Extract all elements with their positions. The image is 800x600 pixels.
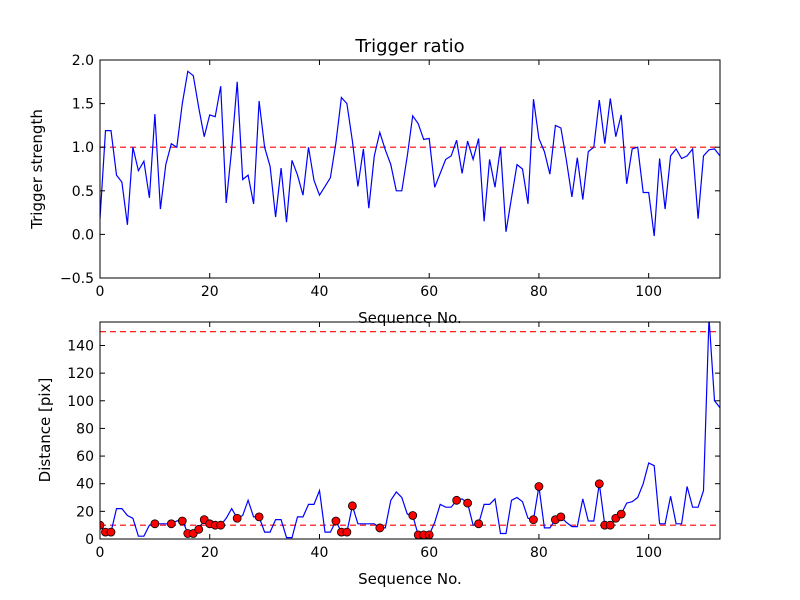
data-point [347, 501, 357, 511]
x-axis-label: Sequence No. [358, 309, 462, 327]
chart-title: Trigger ratio [354, 36, 464, 57]
x-tick-label: 20 [201, 284, 219, 300]
data-point [452, 495, 462, 505]
plot-frame [99, 321, 721, 540]
data-point [605, 520, 615, 530]
y-tick-label: 100 [67, 394, 94, 410]
x-tick-label: 20 [201, 545, 219, 561]
series-layer [100, 322, 720, 539]
x-tick-label: 100 [635, 284, 662, 300]
y-tick-label: 120 [67, 366, 94, 382]
y-ticks: 0 20 40 60 80 100 120 140 [67, 338, 720, 548]
data-point [100, 520, 105, 530]
data-point [375, 523, 385, 533]
x-ticks: 0 20 40 60 80 100 [96, 60, 662, 300]
y-tick-label: 0.0 [72, 227, 94, 243]
distance-chart: 0 20 40 60 80 100 0 20 40 60 80 100 120 140 Sequence… [36, 321, 721, 588]
x-tick-label: 60 [420, 284, 438, 300]
y-tick-label: 80 [76, 421, 94, 437]
y-axis-label: Trigger strength [28, 109, 46, 230]
y-tick-label: 1.5 [72, 97, 94, 113]
data-point [106, 527, 116, 537]
y-tick-label: 20 [76, 504, 94, 520]
data-point [331, 516, 341, 526]
x-tick-label: 40 [311, 545, 329, 561]
data-point [232, 513, 242, 523]
data-point [594, 479, 604, 489]
x-ticks: 0 20 40 60 80 100 [96, 322, 662, 561]
y-tick-label: 0.5 [72, 184, 94, 200]
data-point [534, 482, 544, 491]
x-tick-label: 0 [96, 545, 105, 561]
y-axis-label: Distance [pix] [36, 378, 54, 483]
y-ticks: −0.5 0.0 0.5 1.0 1.5 2.0 [60, 53, 720, 287]
trigger-ratio-chart: Trigger ratio 0 20 40 60 80 100 −0.5 0.0 0.5 1.0… [28, 36, 721, 327]
x-axis-label: Sequence No. [358, 570, 462, 588]
data-point [556, 512, 566, 522]
x-tick-label: 60 [420, 545, 438, 561]
y-tick-label: 2.0 [72, 53, 94, 69]
x-tick-label: 0 [96, 284, 105, 300]
plot-frame [99, 59, 721, 279]
threshold-lines [100, 331, 720, 526]
y-tick-label: 140 [67, 338, 94, 354]
y-tick-label: 40 [76, 477, 94, 493]
y-tick-label: 60 [76, 449, 94, 465]
data-point [194, 524, 204, 534]
data-point [254, 512, 264, 522]
y-tick-label: −0.5 [60, 271, 94, 287]
data-point [150, 519, 160, 529]
series-layer [100, 70, 720, 237]
data-point [463, 498, 473, 508]
data-point [216, 520, 226, 530]
data-point [408, 511, 418, 520]
x-tick-label: 100 [635, 545, 662, 561]
x-tick-label: 80 [530, 284, 548, 300]
data-point [177, 516, 187, 526]
x-tick-label: 80 [530, 545, 548, 561]
data-point [166, 519, 176, 529]
x-tick-label: 40 [311, 284, 329, 300]
y-tick-label: 1.0 [72, 140, 94, 156]
series-line-0 [100, 70, 720, 237]
y-tick-label: 0 [85, 532, 94, 548]
data-point [616, 509, 626, 519]
data-point [342, 527, 352, 537]
data-point [474, 519, 483, 529]
data-point [529, 515, 538, 525]
